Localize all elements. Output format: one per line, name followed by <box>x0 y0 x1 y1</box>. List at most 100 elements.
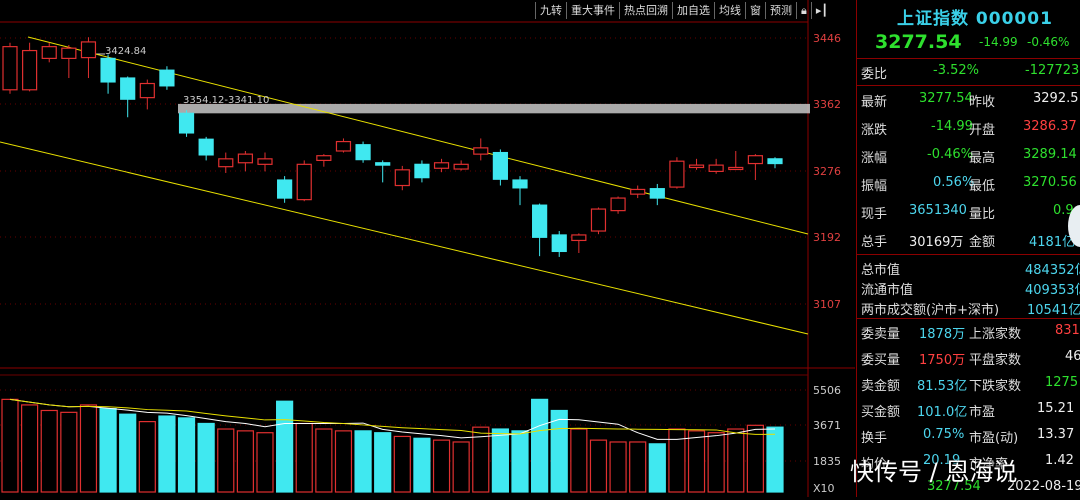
volume-bar-up <box>256 432 274 493</box>
candle-up <box>218 158 234 168</box>
candle-down <box>178 112 195 134</box>
candle-up <box>433 162 450 169</box>
candle-up <box>316 155 332 162</box>
volume-tick-label: 1835 <box>813 455 841 468</box>
volume-bar-up <box>236 430 254 493</box>
market-row: 流通市值 409353亿 <box>861 283 1080 298</box>
volume-unit-label: X10 <box>813 482 835 495</box>
quote-row-pct: 涨幅 -0.46% 最高 3289.14 <box>861 147 1077 166</box>
gap-range-annotation: 3354.12-3341.10 <box>183 95 270 106</box>
candle-down <box>120 77 136 100</box>
volume-bar-down <box>550 409 568 493</box>
play-icon[interactable]: ▸┃ <box>810 2 832 19</box>
candle-down <box>551 234 567 253</box>
candle-up <box>453 163 469 170</box>
kline-chart[interactable] <box>0 0 855 497</box>
candle-up <box>41 46 57 60</box>
toolbar-jiuzhuan-button[interactable]: 九转 <box>535 2 566 19</box>
volume-bar-down <box>374 432 392 493</box>
candle-down <box>492 151 508 180</box>
volume-bar-up <box>217 428 235 493</box>
candle-down <box>100 57 116 83</box>
candle-down <box>198 138 214 156</box>
volume-bar-up <box>432 439 451 493</box>
watermark-text: 快传号 / 恩海说 <box>850 458 1018 486</box>
volume-bar-down <box>99 408 117 493</box>
stats-row: 均价 20.19 市净率 1.42 <box>861 453 1074 472</box>
price-tick-label: 3362 <box>813 98 841 111</box>
candle-up <box>610 197 626 212</box>
weibi-row: 委比 -3.52% -127723 <box>861 63 1080 82</box>
toolbar-window-button[interactable]: 窗 <box>745 2 765 19</box>
quote-row-total: 总手 30169万 金额 4181亿 <box>861 235 1076 250</box>
bottom-row: 3277.54 2022-08-19 <box>927 479 1080 494</box>
volume-bar-down <box>648 443 666 493</box>
stats-row: 买金额 101.0亿 市盈 15.21 <box>861 401 1075 420</box>
volume-bar-up <box>668 428 686 493</box>
volume-bar-down <box>276 400 294 493</box>
stats-row: 卖金额 81.53亿 下跌家数 1275 <box>861 375 1079 394</box>
quote-panel: 上证指数 000001 3277.54 -14.99 -0.46% 委比 -3.… <box>856 0 1080 497</box>
candle-up <box>630 188 646 195</box>
candle-up <box>728 166 744 171</box>
stats-row: 委卖量 1878万 上涨家数 831 <box>861 323 1080 342</box>
toolbar-moving-average-button[interactable]: 均线 <box>714 2 745 19</box>
candle-up <box>394 169 410 187</box>
candle-up <box>22 49 38 91</box>
volume-bar-up <box>589 439 608 493</box>
quote-row-amplitude: 振幅 0.56% 最低 3270.56 <box>861 175 1077 194</box>
candle-up <box>669 160 685 188</box>
volume-ma-line <box>9 398 776 435</box>
market-row: 总市值 484352亿 <box>861 263 1080 278</box>
volume-bar-up <box>79 404 98 493</box>
volume-bar-up <box>609 441 627 493</box>
price-tick-label: 3107 <box>813 298 841 311</box>
volume-bar-up <box>1 398 19 493</box>
index-title: 上证指数 000001 <box>897 9 1053 29</box>
toolbar-forecast-button[interactable]: 预测 <box>765 2 796 19</box>
candle-up <box>139 82 155 99</box>
candle-up <box>335 140 352 152</box>
toolbar-major-events-button[interactable]: 重大事件 <box>566 2 619 19</box>
candle-down <box>649 188 665 199</box>
volume-bar-up <box>570 428 588 493</box>
kline-chart-area[interactable]: 九转 重大事件 热点回溯 加自选 均线 窗 预测 🔒︎ ▸┃ 3446 3362… <box>0 0 855 497</box>
volume-bar-up <box>40 409 58 493</box>
candle-down <box>414 163 430 179</box>
candle-down <box>355 144 371 161</box>
candle-down <box>375 162 391 166</box>
candle-up <box>747 155 763 165</box>
price-change: -14.99 <box>979 35 1018 49</box>
current-price: 3277.54 <box>875 31 962 53</box>
volume-ma-line <box>9 398 776 440</box>
candle-up <box>296 163 312 201</box>
volume-bar-down <box>511 430 529 493</box>
lock-icon[interactable]: 🔒︎ <box>796 2 811 19</box>
volume-bar-down <box>158 415 176 493</box>
volume-bar-up <box>629 441 647 493</box>
volume-tick-label: 3671 <box>813 419 841 432</box>
candle-up <box>61 47 77 60</box>
volume-tick-label: 5506 <box>813 384 841 397</box>
candle-down <box>512 179 528 189</box>
toolbar-hotspot-review-button[interactable]: 热点回溯 <box>619 2 672 19</box>
gap-band <box>178 103 810 114</box>
volume-bar-up <box>21 404 39 493</box>
candle-up <box>590 208 607 232</box>
trendline-upper <box>27 36 809 235</box>
candle-up <box>237 153 253 164</box>
candle-down <box>532 204 548 238</box>
toolbar-add-watchlist-button[interactable]: 加自选 <box>672 2 714 19</box>
price-change-pct: -0.46% <box>1027 35 1070 49</box>
volume-bar-up <box>707 432 725 493</box>
stats-row: 换手 0.75% 市盈(动) 13.37 <box>861 427 1075 446</box>
candle-up <box>688 164 705 169</box>
volume-bar-up <box>315 428 333 493</box>
candle-up <box>571 234 587 242</box>
volume-bar-up <box>452 441 470 493</box>
volume-bar-up <box>687 430 706 493</box>
high-price-annotation: 3424.84 <box>105 46 147 57</box>
volume-bar-down <box>413 437 431 493</box>
candle-up <box>708 164 724 172</box>
quote-row-volume: 现手 3651340 量比 0.9 <box>861 203 1074 222</box>
